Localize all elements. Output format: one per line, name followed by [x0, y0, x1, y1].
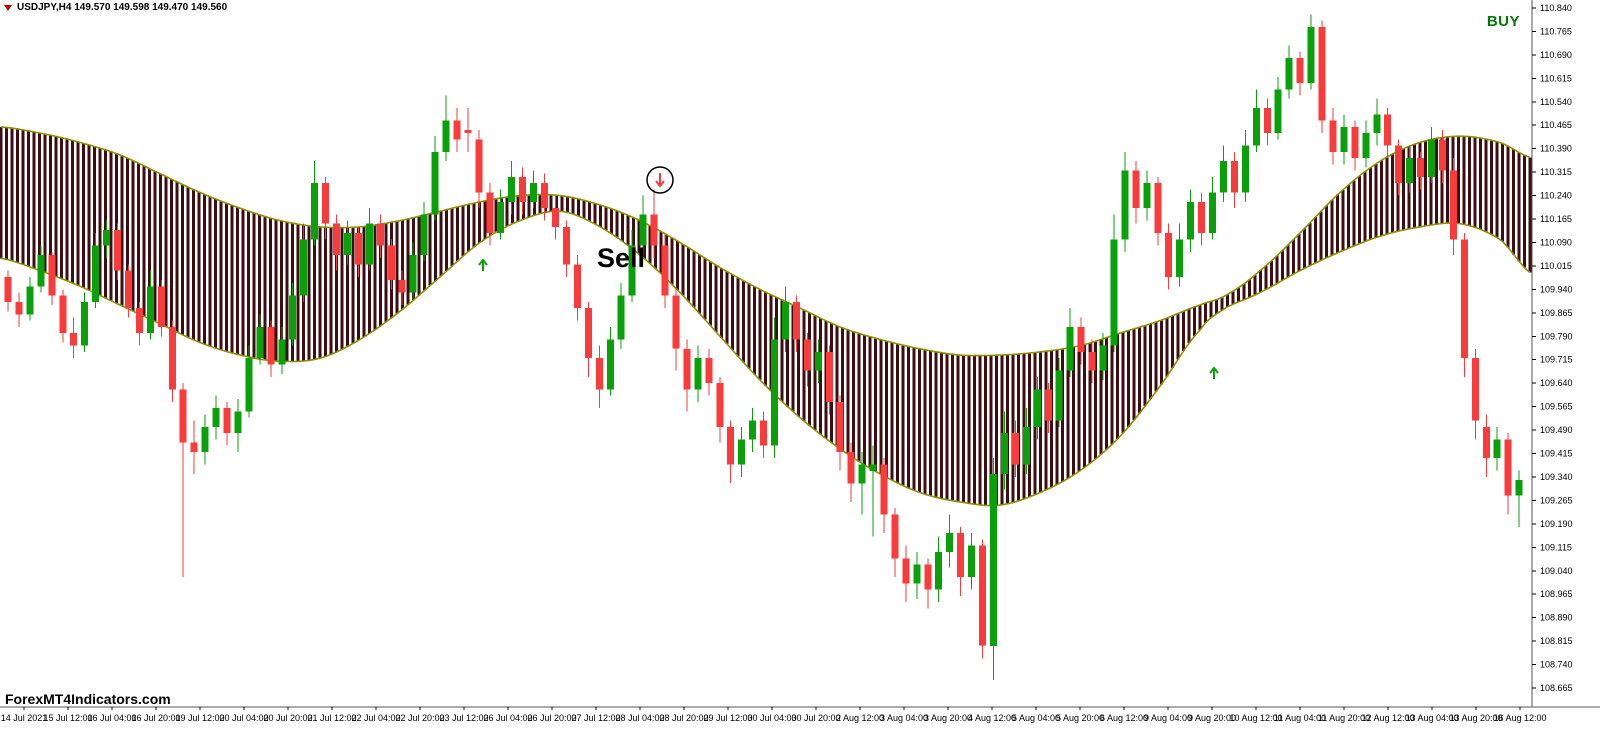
svg-text:5 Aug 04:00: 5 Aug 04:00: [1012, 713, 1060, 723]
svg-text:3 Aug 20:00: 3 Aug 20:00: [924, 713, 972, 723]
svg-text:20 Jul 20:00: 20 Jul 20:00: [263, 713, 312, 723]
svg-text:11 Aug 20:00: 11 Aug 20:00: [1318, 713, 1370, 723]
svg-text:22 Jul 04:00: 22 Jul 04:00: [351, 713, 400, 723]
svg-text:110.540: 110.540: [1540, 97, 1572, 107]
svg-text:27 Jul 12:00: 27 Jul 12:00: [571, 713, 620, 723]
watermark-text: ForexMT4Indicators.com: [5, 691, 171, 707]
svg-text:19 Jul 12:00: 19 Jul 12:00: [175, 713, 224, 723]
svg-text:110.765: 110.765: [1540, 26, 1572, 36]
svg-text:28 Jul 20:00: 28 Jul 20:00: [659, 713, 708, 723]
svg-text:109.940: 109.940: [1540, 284, 1573, 294]
svg-text:11 Aug 04:00: 11 Aug 04:00: [1274, 713, 1326, 723]
svg-text:6 Aug 12:00: 6 Aug 12:00: [1100, 713, 1148, 723]
svg-text:Sell: Sell: [597, 243, 645, 273]
svg-text:9 Aug 04:00: 9 Aug 04:00: [1144, 713, 1192, 723]
svg-text:109.565: 109.565: [1540, 402, 1573, 412]
svg-text:110.390: 110.390: [1540, 144, 1572, 154]
svg-text:16 Jul 04:00: 16 Jul 04:00: [87, 713, 136, 723]
svg-text:5 Aug 20:00: 5 Aug 20:00: [1056, 713, 1104, 723]
svg-text:30 Jul 20:00: 30 Jul 20:00: [791, 713, 840, 723]
svg-text:110.090: 110.090: [1540, 238, 1572, 248]
svg-text:26 Jul 04:00: 26 Jul 04:00: [483, 713, 532, 723]
svg-text:29 Jul 12:00: 29 Jul 12:00: [703, 713, 752, 723]
svg-text:108.965: 108.965: [1540, 589, 1573, 599]
svg-text:110.240: 110.240: [1540, 191, 1572, 201]
svg-text:3 Aug 04:00: 3 Aug 04:00: [880, 713, 928, 723]
svg-text:109.340: 109.340: [1540, 472, 1573, 482]
svg-text:21 Jul 12:00: 21 Jul 12:00: [307, 713, 356, 723]
svg-text:109.415: 109.415: [1540, 449, 1573, 459]
svg-text:110.615: 110.615: [1540, 73, 1572, 83]
svg-text:108.890: 108.890: [1540, 613, 1573, 623]
svg-text:110.315: 110.315: [1540, 167, 1572, 177]
svg-text:108.815: 108.815: [1540, 636, 1573, 646]
svg-text:16 Aug 12:00: 16 Aug 12:00: [1493, 713, 1546, 723]
svg-text:13 Aug 20:00: 13 Aug 20:00: [1449, 713, 1502, 723]
svg-text:2 Aug 12:00: 2 Aug 12:00: [836, 713, 884, 723]
svg-text:110.015: 110.015: [1540, 261, 1572, 271]
svg-text:108.665: 108.665: [1540, 683, 1573, 693]
svg-text:12 Aug 12:00: 12 Aug 12:00: [1361, 713, 1414, 723]
svg-text:110.465: 110.465: [1540, 120, 1572, 130]
symbol-ohlc-text: USDJPY,H4 149.570 149.598 149.470 149.56…: [17, 2, 228, 13]
svg-text:110.165: 110.165: [1540, 214, 1572, 224]
svg-text:110.690: 110.690: [1540, 50, 1572, 60]
svg-text:109.190: 109.190: [1540, 519, 1573, 529]
svg-text:13 Aug 04:00: 13 Aug 04:00: [1405, 713, 1458, 723]
symbol-ohlc-readout: USDJPY,H4 149.570 149.598 149.470 149.56…: [4, 2, 227, 13]
svg-text:4 Aug 12:00: 4 Aug 12:00: [968, 713, 1016, 723]
svg-text:110.840: 110.840: [1540, 3, 1572, 13]
svg-text:15 Jul 12:00: 15 Jul 12:00: [43, 713, 92, 723]
svg-text:26 Jul 20:00: 26 Jul 20:00: [527, 713, 576, 723]
svg-text:109.490: 109.490: [1540, 425, 1573, 435]
svg-text:108.740: 108.740: [1540, 660, 1573, 670]
svg-text:23 Jul 12:00: 23 Jul 12:00: [439, 713, 488, 723]
svg-text:109.640: 109.640: [1540, 378, 1573, 388]
svg-text:9 Aug 20:00: 9 Aug 20:00: [1188, 713, 1236, 723]
svg-text:10 Aug 12:00: 10 Aug 12:00: [1229, 713, 1282, 723]
svg-text:109.115: 109.115: [1540, 542, 1572, 552]
svg-text:16 Jul 20:00: 16 Jul 20:00: [131, 713, 180, 723]
svg-text:109.865: 109.865: [1540, 308, 1573, 318]
svg-text:109.040: 109.040: [1540, 566, 1573, 576]
svg-text:28 Jul 04:00: 28 Jul 04:00: [615, 713, 664, 723]
svg-text:109.265: 109.265: [1540, 495, 1573, 505]
buy-signal-label: BUY: [1486, 13, 1520, 30]
svg-text:14 Jul 2021: 14 Jul 2021: [1, 713, 48, 723]
svg-text:30 Jul 04:00: 30 Jul 04:00: [747, 713, 796, 723]
svg-text:20 Jul 04:00: 20 Jul 04:00: [219, 713, 268, 723]
svg-text:109.790: 109.790: [1540, 331, 1573, 341]
svg-text:109.715: 109.715: [1540, 355, 1573, 365]
symbol-marker-icon: [4, 4, 12, 11]
svg-text:22 Jul 20:00: 22 Jul 20:00: [395, 713, 444, 723]
